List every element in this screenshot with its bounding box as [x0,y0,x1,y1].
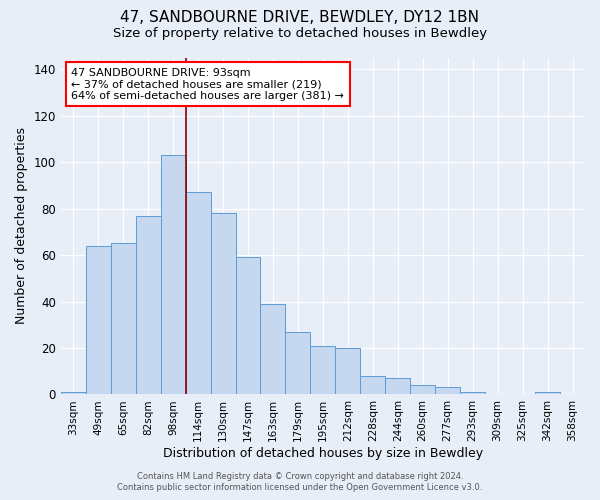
Bar [61,392,86,394]
Bar [335,348,361,395]
Bar [460,392,485,394]
Y-axis label: Number of detached properties: Number of detached properties [15,128,28,324]
Bar [385,378,410,394]
Text: 47 SANDBOURNE DRIVE: 93sqm
← 37% of detached houses are smaller (219)
64% of sem: 47 SANDBOURNE DRIVE: 93sqm ← 37% of deta… [71,68,344,101]
Text: Size of property relative to detached houses in Bewdley: Size of property relative to detached ho… [113,28,487,40]
Bar [136,216,161,394]
Bar [535,392,560,394]
Bar [260,304,286,394]
Text: 47, SANDBOURNE DRIVE, BEWDLEY, DY12 1BN: 47, SANDBOURNE DRIVE, BEWDLEY, DY12 1BN [121,10,479,25]
Bar [161,155,185,394]
Bar [310,346,335,395]
Bar [435,388,460,394]
X-axis label: Distribution of detached houses by size in Bewdley: Distribution of detached houses by size … [163,447,483,460]
Bar [185,192,211,394]
Bar [361,376,385,394]
Text: Contains HM Land Registry data © Crown copyright and database right 2024.
Contai: Contains HM Land Registry data © Crown c… [118,472,482,492]
Bar [86,246,111,394]
Bar [236,258,260,394]
Bar [410,385,435,394]
Bar [111,244,136,394]
Bar [286,332,310,394]
Bar [211,213,236,394]
